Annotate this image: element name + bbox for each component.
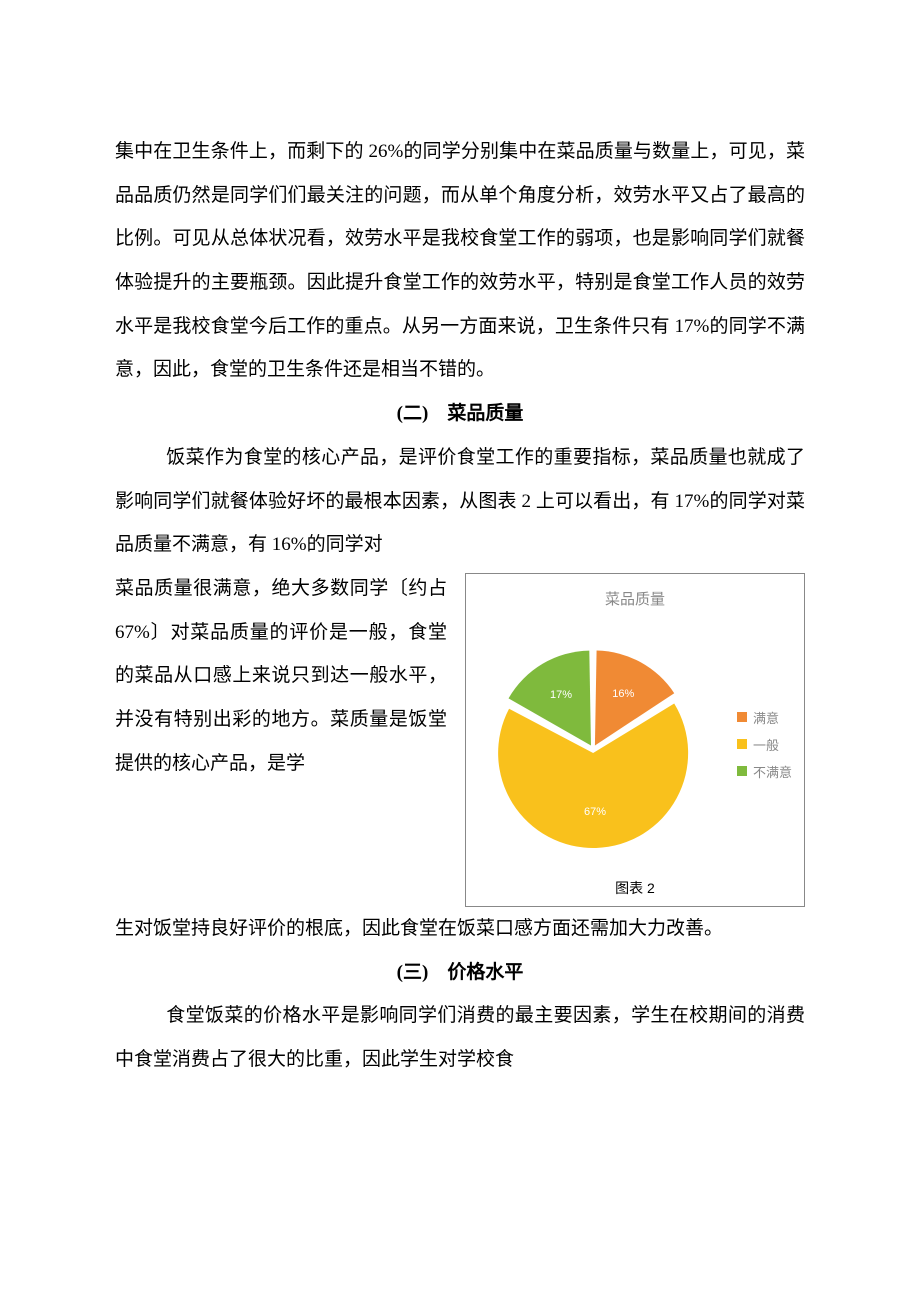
chart-caption: 图表 2 (466, 878, 804, 898)
chart-text-wrap: 菜品质量 16%67%17% 满意一般不满意 图表 2 菜品质量很满意，绝大多数… (115, 567, 805, 907)
pie-slice (498, 703, 688, 847)
document-page: 集中在卫生条件上，而剩下的 26%的同学分别集中在菜品质量与数量上，可见，菜品品… (0, 0, 920, 1302)
chart-area: 菜品质量 16% 67% 17% 满意一般不满意 (466, 588, 804, 868)
legend-item: 满意 (737, 708, 792, 727)
legend-swatch (737, 739, 747, 749)
heading-section-3: (三) 价格水平 (115, 951, 805, 995)
heading-section-2: (二) 菜品质量 (115, 392, 805, 436)
legend-swatch (737, 712, 747, 722)
legend-swatch (737, 766, 747, 776)
legend-item: 不满意 (737, 762, 792, 781)
chart-title: 菜品质量 (466, 588, 804, 609)
paragraph-1: 集中在卫生条件上，而剩下的 26%的同学分别集中在菜品质量与数量上，可见，菜品品… (115, 130, 805, 392)
legend-label: 不满意 (753, 762, 792, 781)
chart-legend: 满意一般不满意 (737, 708, 792, 789)
pie-slice-label: 17% (550, 689, 572, 701)
chart-figure: 菜品质量 16% 67% 17% 满意一般不满意 图表 2 (465, 573, 805, 907)
paragraph-2a: 饭菜作为食堂的核心产品，是评价食堂工作的重要指标，菜品质量也就成了影响同学们就餐… (115, 436, 805, 567)
pie-slice-label: 67% (584, 806, 606, 818)
pie-svg: 16% 67% 17% (488, 644, 698, 854)
legend-label: 一般 (753, 735, 779, 754)
pie-chart: 16% 67% 17% (488, 644, 698, 859)
legend-item: 一般 (737, 735, 792, 754)
paragraph-3: 食堂饭菜的价格水平是影响同学们消费的最主要因素，学生在校期间的消费中食堂消费占了… (115, 994, 805, 1081)
paragraph-2c: 生对饭堂持良好评价的根底，因此食堂在饭菜口感方面还需加大力改善。 (115, 907, 805, 951)
pie-slice-label: 16% (612, 688, 634, 700)
legend-label: 满意 (753, 708, 779, 727)
